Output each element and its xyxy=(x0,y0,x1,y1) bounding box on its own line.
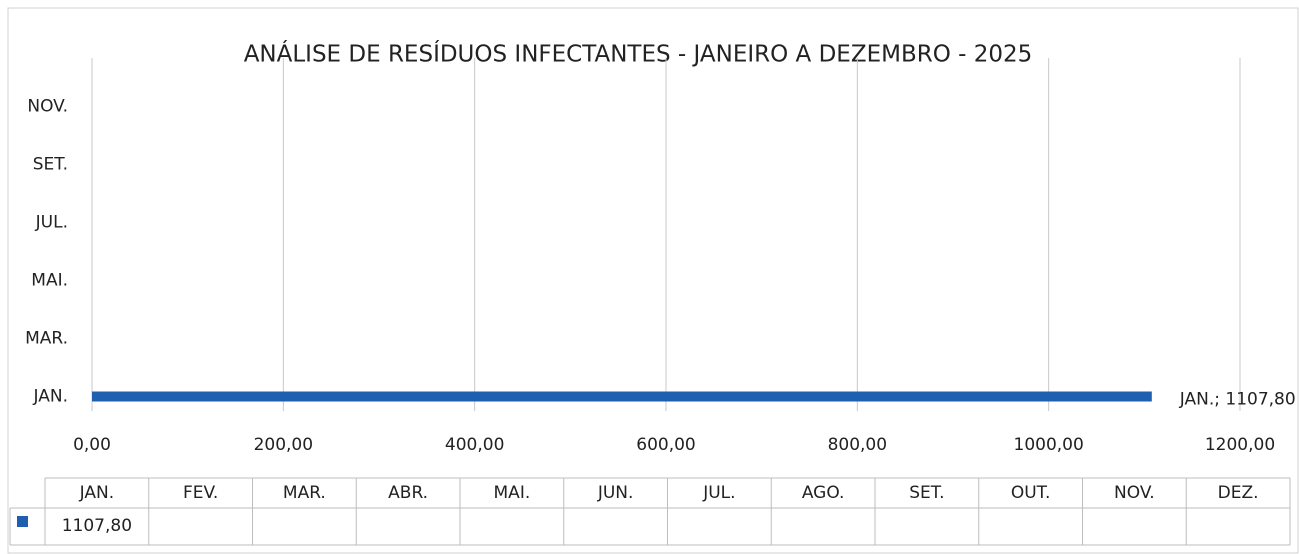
y-tick-label: JAN. xyxy=(33,387,68,407)
x-tick-label: 600,00 xyxy=(636,435,695,455)
table-header: OUT. xyxy=(1011,483,1051,503)
table-header: NOV. xyxy=(1114,483,1155,503)
table-header: ABR. xyxy=(388,483,428,503)
table-header: JUL. xyxy=(702,483,735,503)
table-header: FEV. xyxy=(183,483,218,503)
table-header: JUN. xyxy=(597,483,634,503)
table-header: MAR. xyxy=(283,483,326,503)
chart-frame xyxy=(7,7,1299,554)
data-label: JAN.; 1107,80 xyxy=(1179,390,1296,410)
y-tick-label: MAI. xyxy=(31,271,68,291)
bar xyxy=(92,391,1152,402)
x-tick-label: 1200,00 xyxy=(1205,435,1275,455)
y-tick-label: MAR. xyxy=(25,329,68,349)
x-tick-label: 800,00 xyxy=(828,435,887,455)
table-header: MAI. xyxy=(494,483,531,503)
x-tick-label: 1000,00 xyxy=(1014,435,1084,455)
table-header: AGO. xyxy=(802,483,845,503)
table-header: DEZ. xyxy=(1218,483,1259,503)
x-tick-label: 0,00 xyxy=(73,435,111,455)
table-value: 1107,80 xyxy=(62,516,132,536)
y-tick-label: NOV. xyxy=(27,97,68,117)
table-header: JAN. xyxy=(79,483,114,503)
chart-title: ANÁLISE DE RESÍDUOS INFECTANTES - JANEIR… xyxy=(244,40,1033,68)
legend-key xyxy=(17,516,28,527)
x-tick-label: 400,00 xyxy=(445,435,504,455)
y-tick-label: SET. xyxy=(33,155,68,175)
y-tick-label: JUL. xyxy=(35,213,68,233)
x-tick-label: 200,00 xyxy=(254,435,313,455)
table-header: SET. xyxy=(909,483,944,503)
